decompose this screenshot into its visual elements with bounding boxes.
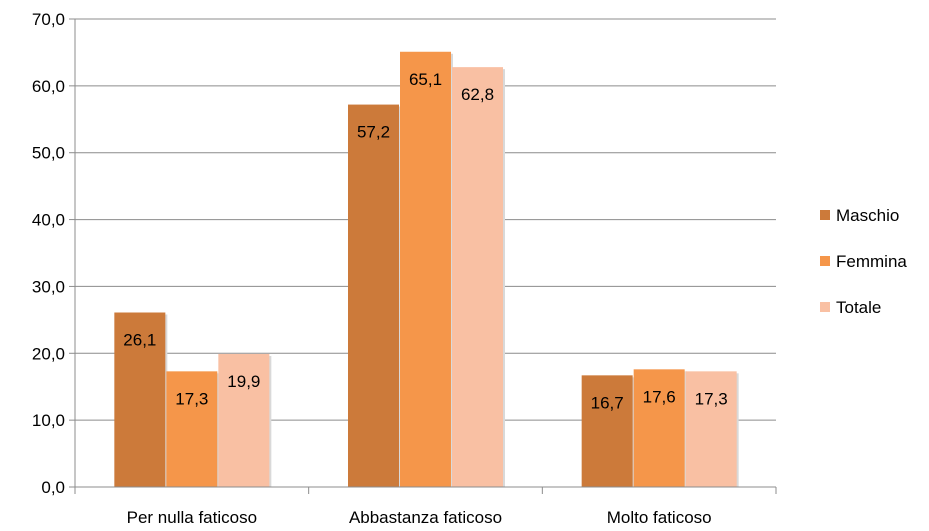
bar-totale (218, 353, 270, 487)
data-label: 19,9 (227, 372, 260, 391)
data-label: 17,3 (175, 389, 208, 408)
x-tick-label: Molto faticoso (607, 508, 712, 527)
y-tick-label: 0,0 (41, 478, 65, 497)
y-tick-label: 30,0 (32, 277, 65, 296)
bar-maschio (348, 104, 399, 487)
x-tick-label: Per nulla faticoso (127, 508, 257, 527)
y-tick-label: 10,0 (32, 411, 65, 430)
data-label: 16,7 (591, 393, 624, 412)
y-tick-label: 50,0 (32, 144, 65, 163)
bar-maschio (581, 375, 633, 487)
legend-label: Totale (836, 298, 881, 317)
y-tick-label: 70,0 (32, 10, 65, 29)
legend: Maschio Femmina Totale (820, 206, 907, 317)
data-label: 17,6 (643, 387, 676, 406)
data-label: 17,3 (695, 389, 728, 408)
bar-maschio (114, 312, 166, 487)
bar-femmina (633, 369, 685, 487)
y-tick-label: 40,0 (32, 211, 65, 230)
bar-totale (452, 67, 503, 487)
legend-swatch (820, 256, 830, 266)
data-label: 57,2 (357, 123, 390, 142)
legend-swatch (820, 302, 830, 312)
bars (114, 51, 739, 487)
legend-label: Maschio (836, 206, 899, 225)
data-label: 65,1 (409, 70, 442, 89)
data-labels: 26,1 17,3 19,9 57,2 65,1 62,8 16,7 17,6 17,3 (123, 70, 727, 413)
bar-totale (685, 371, 737, 487)
x-tick-label: Abbastanza faticoso (349, 508, 502, 527)
axes (69, 18, 777, 494)
y-axis-tick-labels: 0,0 10,0 20,0 30,0 40,0 50,0 60,0 70,0 (32, 10, 65, 497)
legend-label: Femmina (836, 252, 907, 271)
bar-femmina (400, 51, 451, 487)
y-tick-label: 20,0 (32, 344, 65, 363)
x-axis-tick-labels: Per nulla faticoso Abbastanza faticoso Mol… (127, 508, 712, 527)
y-tick-label: 60,0 (32, 77, 65, 96)
bar-femmina (166, 371, 218, 487)
data-label: 62,8 (461, 85, 494, 104)
data-label: 26,1 (123, 331, 156, 350)
legend-swatch (820, 210, 830, 220)
